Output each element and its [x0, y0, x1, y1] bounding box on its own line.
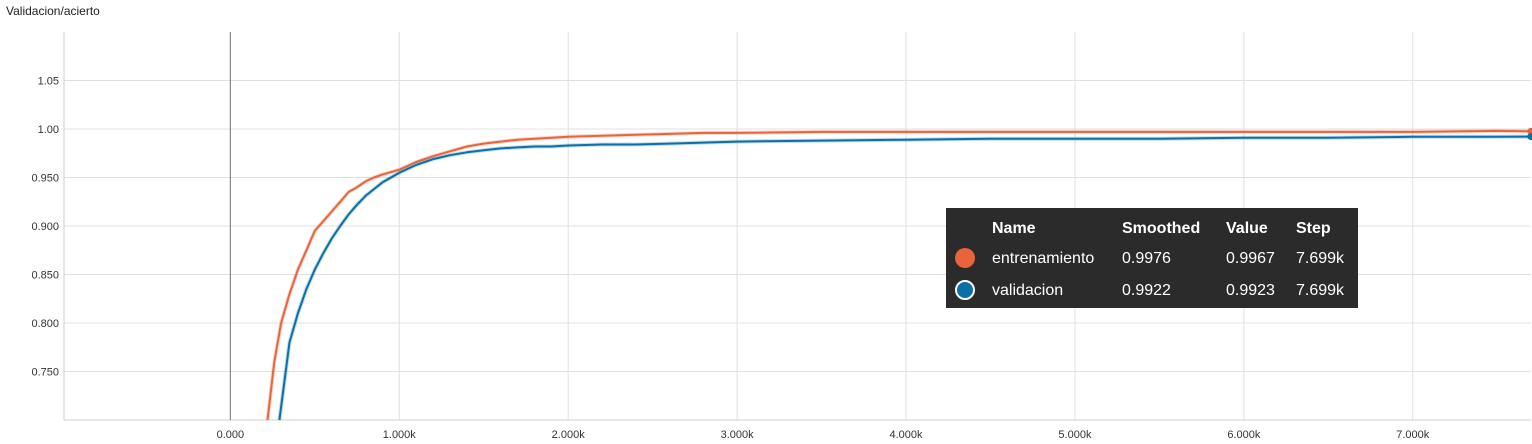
y-tick-label: 1.00: [38, 124, 59, 136]
legend-header-name: Name: [992, 220, 1036, 237]
tick-labels: 1.05 1.00 0.950 0.900 0.850 0.800 0.750 0.000 1.…: [31, 76, 1429, 442]
x-tick-label: 6.000k: [1227, 429, 1261, 441]
entrenamiento-legend-dot-icon: [955, 248, 975, 268]
y-tick-label: 0.750: [31, 367, 59, 379]
x-tick-label: 7.000k: [1396, 429, 1430, 441]
axes: [63, 32, 1531, 421]
chart-title: Validacion/acierto: [6, 4, 100, 18]
legend-row-smoothed: 0.9922: [1122, 282, 1171, 299]
legend-row-name: entrenamiento: [992, 250, 1095, 267]
legend-header-value: Value: [1226, 220, 1268, 237]
x-tick-label: 3.000k: [721, 429, 755, 441]
legend-row-value: 0.9923: [1226, 282, 1275, 299]
y-tick-label: 1.05: [38, 76, 59, 88]
legend-row-step: 7.699k: [1296, 250, 1345, 267]
legend-header-smoothed: Smoothed: [1122, 220, 1201, 237]
x-tick-label: 1.000k: [383, 429, 417, 441]
validacion-line: [278, 135, 1531, 421]
legend-row-step: 7.699k: [1296, 282, 1345, 299]
series-layer: [265, 127, 1532, 421]
y-tick-label: 0.950: [31, 173, 59, 185]
x-tick-label: 4.000k: [890, 429, 924, 441]
validacion-legend-dot-icon: [955, 280, 975, 300]
x-tick-label: 5.000k: [1058, 429, 1092, 441]
legend-row-value: 0.9967: [1226, 250, 1275, 267]
legend-row-smoothed: 0.9976: [1122, 250, 1171, 267]
y-tick-label: 0.800: [31, 318, 59, 330]
x-tick-label: 0.000: [217, 429, 245, 441]
x-tick-label: 2.000k: [552, 429, 586, 441]
legend-row-name: validacion: [992, 282, 1064, 299]
legend-tooltip: Name Smoothed Value Step entrenamiento 0…: [946, 208, 1358, 308]
y-tick-label: 0.850: [31, 270, 59, 282]
legend-header-step: Step: [1296, 220, 1331, 237]
y-tick-label: 0.900: [31, 221, 59, 233]
entrenamiento-line: [266, 129, 1531, 421]
validacion-endpoint: [1527, 133, 1532, 141]
